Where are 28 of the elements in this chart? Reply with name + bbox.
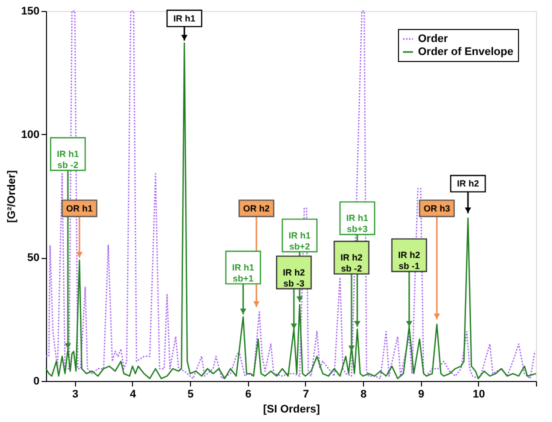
legend-label: Order xyxy=(418,33,449,45)
x-tick-label: 5 xyxy=(188,388,194,400)
annotation: IR h1 sb+2 xyxy=(288,230,311,252)
annotation: OR h3 xyxy=(424,203,450,214)
x-tick-label: 9 xyxy=(418,388,424,400)
y-tick-label: 100 xyxy=(21,128,40,141)
annotation: IR h1 sb -2 xyxy=(56,149,79,170)
annotation: IR h2 sb -3 xyxy=(282,267,305,288)
annotation: IR h1 sb+1 xyxy=(232,262,254,284)
y-tick-label: 150 xyxy=(21,6,40,18)
x-tick-label: 8 xyxy=(360,388,367,400)
annotation: OR h2 xyxy=(243,203,270,214)
annotation: IR h2 sb -1 xyxy=(398,250,420,272)
annotation: IR h1 xyxy=(173,13,196,24)
y-axis-title: [G²/Order] xyxy=(6,170,18,223)
x-tick-label: 10 xyxy=(472,388,485,400)
x-tick-label: 3 xyxy=(72,388,78,400)
annotation: IR h1 sb+3 xyxy=(346,213,368,234)
y-tick-label: 50 xyxy=(27,252,40,264)
x-tick-label: 6 xyxy=(245,388,252,400)
annotation: IR h2 xyxy=(456,178,479,189)
x-axis-title: [SI Orders] xyxy=(263,404,320,416)
x-tick-label: 7 xyxy=(302,388,309,400)
y-tick-label: 0 xyxy=(33,376,40,388)
annotation: IR h2 sb -2 xyxy=(340,252,363,274)
x-tick-label: 4 xyxy=(130,388,137,400)
annotation: OR h1 xyxy=(66,203,93,214)
legend-label: Order of Envelope xyxy=(418,46,514,58)
